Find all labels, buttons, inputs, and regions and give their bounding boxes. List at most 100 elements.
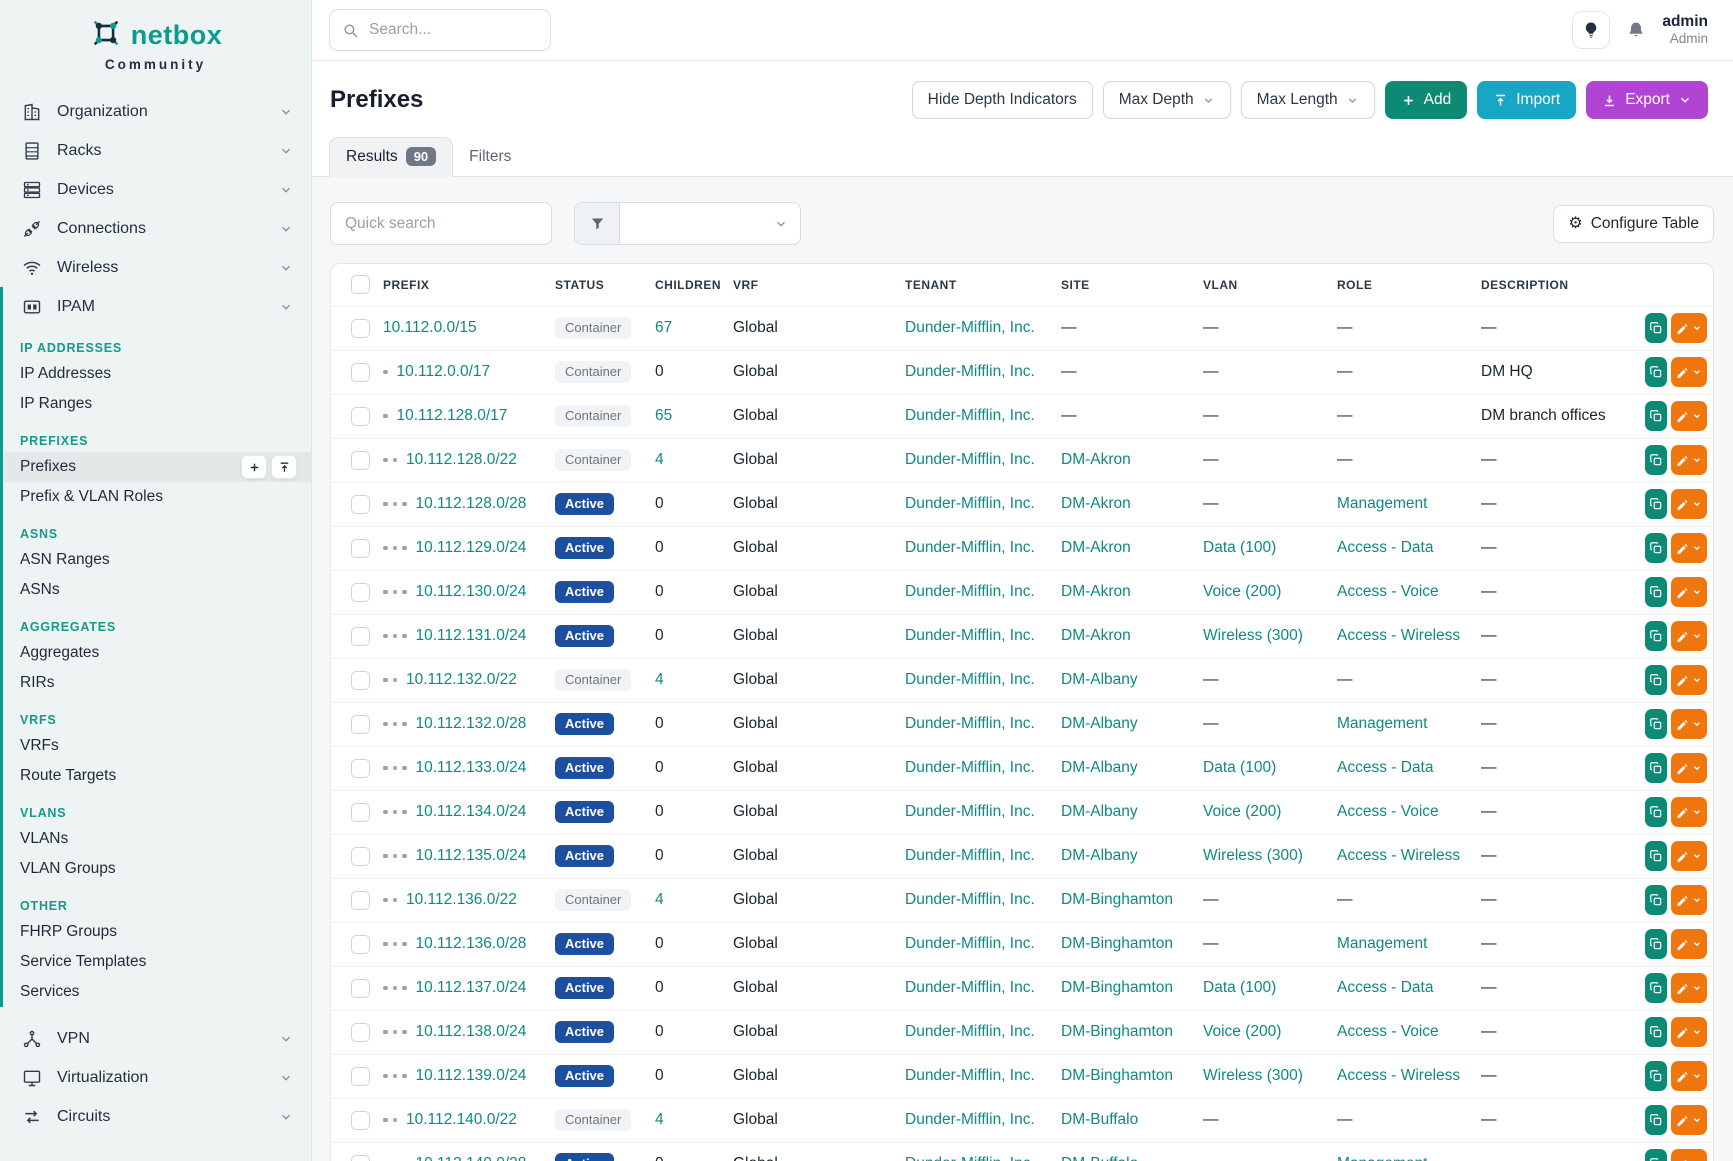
- tenant-link[interactable]: Dunder-Mifflin, Inc.: [905, 1155, 1035, 1161]
- copy-button[interactable]: [1645, 1149, 1668, 1161]
- prefix-link[interactable]: 10.112.130.0/24: [415, 583, 527, 600]
- copy-button[interactable]: [1645, 1017, 1668, 1047]
- edit-button[interactable]: [1671, 753, 1707, 783]
- hide-depth-indicators-button[interactable]: Hide Depth Indicators: [911, 81, 1093, 119]
- max-depth-dropdown[interactable]: Max Depth: [1102, 81, 1231, 119]
- prefix-link[interactable]: 10.112.129.0/24: [415, 539, 527, 556]
- tenant-link[interactable]: Dunder-Mifflin, Inc.: [905, 539, 1035, 556]
- sidebar-item-asn-ranges[interactable]: ASN Ranges: [3, 545, 311, 575]
- tenant-link[interactable]: Dunder-Mifflin, Inc.: [905, 715, 1035, 732]
- sidebar-item-organization[interactable]: Organization: [0, 92, 311, 131]
- sidebar-item-vlans[interactable]: VLANs: [3, 824, 311, 854]
- edit-button[interactable]: [1671, 973, 1707, 1003]
- tenant-link[interactable]: Dunder-Mifflin, Inc.: [905, 979, 1035, 996]
- site-link[interactable]: DM-Akron: [1061, 451, 1131, 468]
- vlan-link[interactable]: Voice (200): [1203, 583, 1282, 600]
- row-checkbox[interactable]: [351, 758, 370, 778]
- site-link[interactable]: DM-Akron: [1061, 495, 1131, 512]
- copy-button[interactable]: [1645, 753, 1668, 783]
- prefix-link[interactable]: 10.112.128.0/28: [415, 495, 527, 512]
- edit-button[interactable]: [1671, 357, 1707, 387]
- role-link[interactable]: Access - Wireless: [1337, 847, 1461, 864]
- column-header-vlan[interactable]: VLAN: [1203, 277, 1238, 292]
- site-link[interactable]: DM-Albany: [1061, 847, 1138, 864]
- prefix-link[interactable]: 10.112.138.0/24: [415, 1023, 527, 1040]
- row-checkbox[interactable]: [351, 318, 370, 338]
- vlan-link[interactable]: Data (100): [1203, 759, 1277, 776]
- vlan-link[interactable]: Wireless (300): [1203, 627, 1303, 644]
- sidebar-item-asns[interactable]: ASNs: [3, 575, 311, 605]
- copy-button[interactable]: [1645, 797, 1668, 827]
- prefix-link[interactable]: 10.112.137.0/24: [415, 979, 527, 996]
- sidebar-item-virtualization[interactable]: Virtualization: [0, 1058, 311, 1097]
- copy-button[interactable]: [1645, 621, 1668, 651]
- column-header-children[interactable]: CHILDREN: [655, 277, 721, 292]
- export-button[interactable]: Export: [1586, 81, 1708, 119]
- tenant-link[interactable]: Dunder-Mifflin, Inc.: [905, 451, 1035, 468]
- role-link[interactable]: Access - Data: [1337, 759, 1434, 776]
- role-link[interactable]: Management: [1337, 935, 1428, 952]
- prefix-link[interactable]: 10.112.132.0/28: [415, 715, 527, 732]
- site-link[interactable]: DM-Buffalo: [1061, 1111, 1139, 1128]
- edit-button[interactable]: [1671, 885, 1707, 915]
- column-header-vrf[interactable]: VRF: [733, 277, 759, 292]
- select-all-checkbox[interactable]: [351, 275, 370, 295]
- site-link[interactable]: DM-Binghamton: [1061, 891, 1173, 908]
- sidebar-item-ipam[interactable]: IPAM: [3, 287, 311, 326]
- children-count-link[interactable]: 65: [655, 407, 673, 424]
- edit-button[interactable]: [1671, 797, 1707, 827]
- sidebar-item-rirs[interactable]: RIRs: [3, 668, 311, 698]
- row-checkbox[interactable]: [351, 934, 370, 954]
- edit-button[interactable]: [1671, 1061, 1707, 1091]
- edit-button[interactable]: [1671, 577, 1707, 607]
- tenant-link[interactable]: Dunder-Mifflin, Inc.: [905, 847, 1035, 864]
- row-checkbox[interactable]: [351, 538, 370, 558]
- sidebar-item-prefix-vlan-roles[interactable]: Prefix & VLAN Roles: [3, 482, 311, 512]
- site-link[interactable]: DM-Akron: [1061, 583, 1131, 600]
- sidebar-item-services[interactable]: Services: [3, 977, 311, 1007]
- edit-button[interactable]: [1671, 401, 1707, 431]
- tenant-link[interactable]: Dunder-Mifflin, Inc.: [905, 1111, 1035, 1128]
- copy-button[interactable]: [1645, 973, 1668, 1003]
- tenant-link[interactable]: Dunder-Mifflin, Inc.: [905, 583, 1035, 600]
- sidebar-item-vpn[interactable]: VPN: [0, 1019, 311, 1058]
- tenant-link[interactable]: Dunder-Mifflin, Inc.: [905, 759, 1035, 776]
- row-checkbox[interactable]: [351, 890, 370, 910]
- copy-button[interactable]: [1645, 357, 1668, 387]
- copy-button[interactable]: [1645, 1105, 1668, 1135]
- prefix-link[interactable]: 10.112.140.0/28: [416, 1155, 527, 1161]
- filter-funnel-button[interactable]: [575, 203, 620, 244]
- import-button[interactable]: Import: [1477, 81, 1577, 119]
- prefix-link[interactable]: 10.112.131.0/24: [415, 627, 527, 644]
- prefix-link[interactable]: 10.112.0.0/17: [396, 363, 491, 380]
- children-count-link[interactable]: 4: [655, 671, 664, 688]
- prefix-link[interactable]: 10.112.128.0/22: [406, 451, 517, 468]
- sidebar-item-fhrp-groups[interactable]: FHRP Groups: [3, 917, 311, 947]
- row-checkbox[interactable]: [351, 450, 370, 470]
- role-link[interactable]: Access - Wireless: [1337, 627, 1461, 644]
- role-link[interactable]: Management: [1337, 1155, 1427, 1161]
- tenant-link[interactable]: Dunder-Mifflin, Inc.: [905, 891, 1035, 908]
- vlan-link[interactable]: Wireless (300): [1203, 847, 1303, 864]
- role-link[interactable]: Access - Voice: [1337, 583, 1439, 600]
- prefix-link[interactable]: 10.112.140.0/22: [406, 1111, 517, 1128]
- edit-button[interactable]: [1671, 1017, 1707, 1047]
- copy-button[interactable]: [1645, 489, 1668, 519]
- edit-button[interactable]: [1671, 709, 1707, 739]
- role-link[interactable]: Management: [1337, 715, 1428, 732]
- site-link[interactable]: DM-Buffalo: [1061, 1155, 1138, 1161]
- role-link[interactable]: Access - Data: [1337, 539, 1434, 556]
- site-link[interactable]: DM-Binghamton: [1061, 935, 1173, 952]
- copy-button[interactable]: [1645, 885, 1668, 915]
- tenant-link[interactable]: Dunder-Mifflin, Inc.: [905, 319, 1035, 336]
- tenant-link[interactable]: Dunder-Mifflin, Inc.: [905, 935, 1035, 952]
- copy-button[interactable]: [1645, 313, 1668, 343]
- column-header-status[interactable]: STATUS: [555, 277, 605, 292]
- prefix-link[interactable]: 10.112.135.0/24: [415, 847, 527, 864]
- role-link[interactable]: Access - Data: [1337, 979, 1434, 996]
- sidebar-item-ip-addresses[interactable]: IP Addresses: [3, 359, 311, 389]
- children-count-link[interactable]: 4: [655, 451, 664, 468]
- sidebar-item-route-targets[interactable]: Route Targets: [3, 761, 311, 791]
- edit-button[interactable]: [1671, 621, 1707, 651]
- sidebar-item-vrfs[interactable]: VRFs: [3, 731, 311, 761]
